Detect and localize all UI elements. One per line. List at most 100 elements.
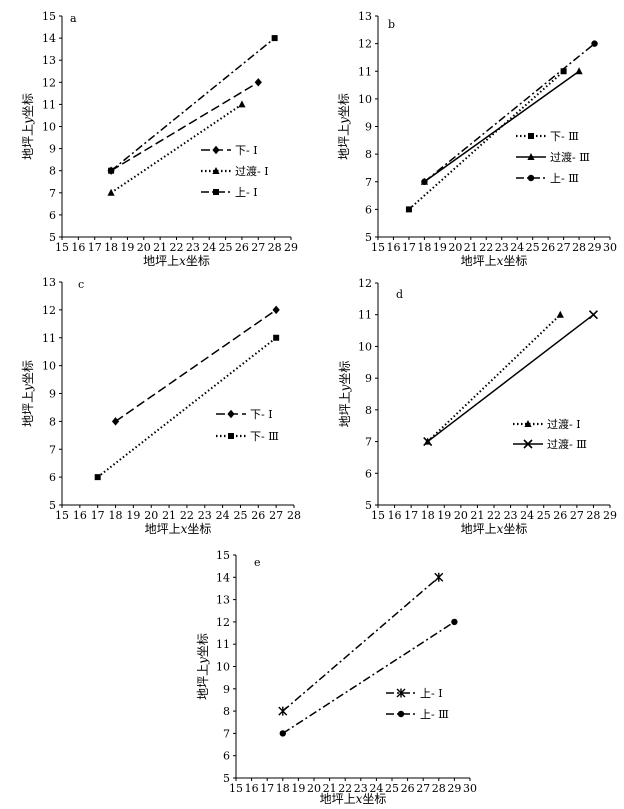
series-line (282, 621, 455, 735)
panel-letter: b (388, 18, 395, 31)
x-tick-label: 23 (495, 241, 509, 254)
x-tick-label: 25 (233, 509, 247, 522)
x-tick-label: 16 (388, 509, 402, 522)
legend-marker (523, 439, 533, 449)
y-tick-label: 7 (365, 176, 372, 189)
data-point (405, 206, 412, 213)
y-tick-label: 5 (49, 499, 56, 512)
y-tick-label: 8 (365, 404, 372, 417)
y-tick-label: 10 (358, 340, 372, 353)
x-tick-label: 21 (464, 241, 478, 254)
series-line (115, 309, 277, 422)
y-axis-label: 地坪上y坐标 (21, 360, 35, 427)
panel-c: 15 16 17 18 19 20 21 22 23 24 25 26 27 28 5 6 7 8 9 10 11 12 1… (21, 276, 301, 536)
x-tick-label: 29 (588, 241, 602, 254)
x-axis-label: 地坪上x坐标 (320, 792, 387, 806)
legend-marker (527, 153, 535, 160)
y-tick-label: 10 (216, 661, 230, 674)
legend-label: 下- Ⅲ (550, 130, 579, 143)
x-tick-label: 30 (603, 241, 617, 254)
data-point (556, 310, 564, 318)
legend-label: 上- Ⅲ (420, 708, 449, 721)
x-tick-label: 23 (504, 509, 518, 522)
series-line (427, 314, 594, 443)
x-tick-label: 22 (487, 509, 501, 522)
x-tick-label: 20 (448, 241, 462, 254)
x-tick-label: 16 (73, 509, 87, 522)
legend-marker (528, 133, 534, 139)
x-tick-label: 19 (437, 509, 451, 522)
x-tick-label: 22 (338, 782, 352, 795)
data-point (421, 178, 428, 185)
y-tick-label: 6 (223, 750, 230, 763)
x-tick-label: 25 (526, 241, 540, 254)
y-axis-label: 地坪上y坐标 (21, 93, 35, 160)
y-tick-label: 5 (223, 772, 230, 785)
x-tick-label: 21 (470, 509, 484, 522)
y-tick-label: 10 (42, 360, 56, 373)
y-tick-label: 15 (42, 10, 56, 23)
series-line (423, 70, 580, 183)
y-tick-label: 8 (365, 148, 372, 161)
series-line (423, 43, 596, 183)
x-tick-label: 22 (180, 509, 194, 522)
legend-label: 上- Ⅰ (420, 687, 443, 700)
x-tick-label: 26 (251, 509, 265, 522)
y-tick-label: 13 (216, 594, 230, 607)
x-tick-label: 22 (170, 241, 184, 254)
x-tick-label: 24 (202, 241, 216, 254)
x-tick-label: 24 (520, 509, 534, 522)
data-point (238, 100, 246, 108)
panel-letter: d (396, 288, 403, 301)
x-tick-label: 20 (144, 509, 158, 522)
x-tick-label: 17 (88, 241, 102, 254)
panel-letter: e (254, 556, 261, 569)
x-axis-label: 地坪上x坐标 (143, 254, 210, 268)
legend-marker (213, 189, 219, 195)
data-point (278, 706, 288, 716)
x-tick-label: 22 (479, 241, 493, 254)
data-point (254, 78, 262, 87)
x-tick-label: 20 (137, 241, 151, 254)
data-point (108, 167, 115, 174)
legend-marker (227, 409, 235, 419)
x-axis-label: 地坪上x坐标 (461, 254, 528, 268)
legend-marker (527, 174, 535, 182)
data-point (94, 474, 101, 481)
legend-label: 上- Ⅲ (550, 172, 579, 185)
x-tick-label: 21 (153, 241, 167, 254)
data-point (575, 67, 583, 75)
x-tick-label: 17 (404, 509, 418, 522)
legend-marker (228, 433, 234, 439)
x-tick-label: 25 (385, 782, 399, 795)
x-tick-label: 21 (323, 782, 337, 795)
x-tick-label: 15 (55, 241, 69, 254)
y-tick-label: 5 (365, 231, 372, 244)
x-tick-label: 27 (557, 241, 571, 254)
x-tick-label: 24 (216, 509, 230, 522)
data-point (588, 310, 598, 320)
legend-label: 过渡- Ⅰ (235, 164, 269, 178)
y-tick-label: 7 (223, 727, 230, 740)
data-point (560, 68, 567, 75)
x-tick-label: 28 (268, 241, 282, 254)
series-line (97, 336, 277, 478)
x-tick-label: 17 (91, 509, 105, 522)
y-tick-label: 11 (42, 332, 56, 345)
y-tick-label: 8 (49, 165, 56, 178)
y-tick-label: 12 (42, 304, 56, 317)
data-point (279, 730, 286, 737)
data-point (107, 188, 115, 196)
x-tick-label: 23 (198, 509, 212, 522)
x-tick-label: 15 (55, 509, 69, 522)
series-line (282, 576, 440, 712)
y-tick-label: 11 (358, 65, 372, 78)
legend-label: 上- Ⅰ (235, 186, 258, 199)
x-tick-label: 28 (586, 509, 600, 522)
legend-marker (396, 688, 406, 698)
y-tick-label: 5 (365, 499, 372, 512)
x-tick-label: 19 (120, 241, 134, 254)
y-tick-label: 7 (49, 187, 56, 200)
x-tick-label: 15 (371, 241, 385, 254)
y-tick-label: 7 (49, 443, 56, 456)
